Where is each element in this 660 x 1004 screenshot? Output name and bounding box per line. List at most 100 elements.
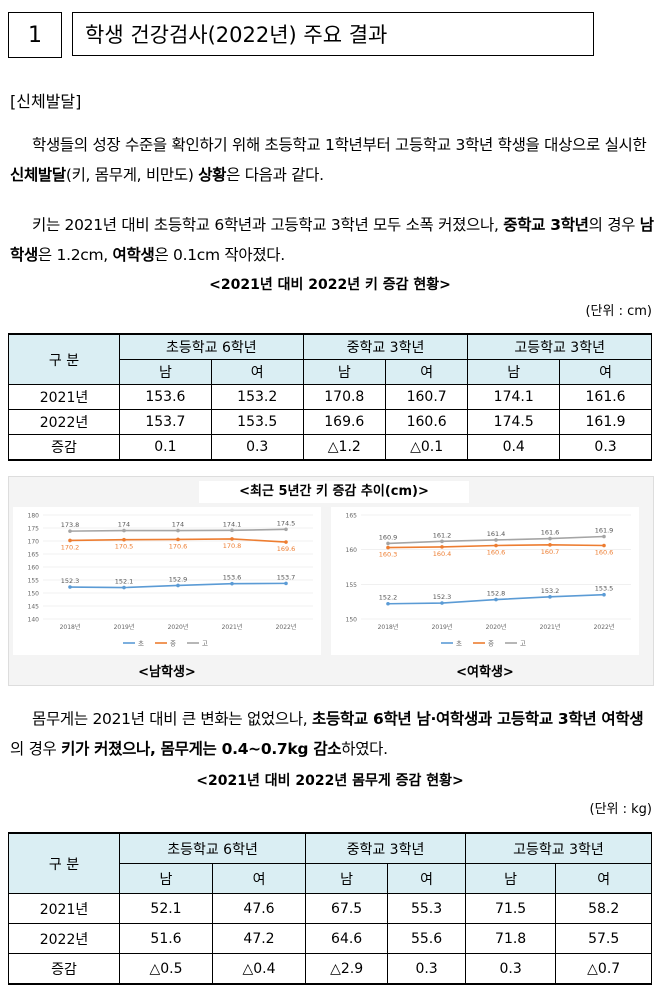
chart: 140 145 150 155 160 165 170 175 180 2018년 2019년 202…	[28, 513, 313, 648]
x-tick-label: 2022년	[276, 623, 297, 631]
paragraph: 키는 2021년 대비 초등학교 6학년과 고등학교 3학년 모두 소폭 커졌으…	[10, 210, 654, 270]
header-cell: 초등학교 6학년	[119, 333, 304, 360]
text-run: 은 1.2cm,	[37, 246, 113, 264]
figure-title: <최근 5년간 키 증감 추이(cm)>	[199, 481, 469, 503]
text-run: 남학생	[10, 216, 654, 264]
table-caption: <2021년 대비 2022년 키 증감 현황>	[209, 277, 451, 293]
header-cell: 여	[559, 359, 652, 385]
table-cell: 0.3	[210, 434, 304, 461]
legend-label: 초	[138, 640, 144, 648]
text-run: 중학교 3학년	[503, 216, 589, 234]
table-caption: <2021년 대비 2022년 몸무게 증감 현황>	[196, 773, 464, 789]
data-point	[386, 545, 390, 550]
table-cell: 67.5	[305, 893, 389, 924]
table-cell: 64.6	[305, 923, 389, 954]
data-label: 161.2	[433, 531, 452, 539]
table-cell: 153.2	[210, 384, 304, 410]
text-run: 학생들의 성장 수준을 확인하기 위해 초등학교 1학년부터 고등학교 3학년 …	[32, 136, 647, 154]
x-tick-label: 2020년	[486, 623, 507, 631]
data-label: 170.5	[115, 543, 134, 551]
table-cell: 2022년	[8, 923, 120, 954]
data-label: 160.9	[379, 533, 398, 541]
table-cell: △0.5	[119, 953, 213, 985]
table-cell: 71.8	[464, 923, 557, 954]
header-cell: 여	[555, 863, 652, 894]
data-point	[602, 543, 606, 548]
data-point	[602, 534, 606, 539]
header-cell: 남	[467, 359, 561, 385]
data-label: 160.6	[595, 549, 614, 557]
text-run: 하였다.	[341, 740, 388, 758]
table-row: 증감 △0.5 △0.4 △2.9 0.3 0.3 △0.7	[8, 953, 652, 985]
paragraph: 학생들의 성장 수준을 확인하기 위해 초등학교 1학년부터 고등학교 3학년 …	[10, 130, 654, 190]
data-label: 160.6	[487, 549, 506, 557]
data-point	[68, 538, 72, 543]
data-point	[548, 595, 552, 599]
header-title: 학생 건강검사(2022년) 주요 결과	[72, 12, 594, 56]
data-label: 152.8	[487, 590, 506, 598]
text-run: 상황	[198, 166, 227, 184]
text-run: (키, 몸무게, 비만도)	[65, 166, 199, 184]
data-label: 152.3	[433, 593, 452, 601]
data-point	[230, 537, 234, 541]
x-tick-label: 2019년	[114, 623, 135, 631]
data-point	[176, 537, 180, 542]
table-cell: 2021년	[8, 384, 120, 410]
y-tick-label: 140	[28, 617, 40, 624]
text-run: 키는 2021년 대비 초등학교 6학년과 고등학교 3학년 모두 소폭 커졌으…	[32, 216, 504, 234]
chart-caption: <여학생>	[456, 665, 514, 680]
header-row: 구 분 초등학교 6학년 중학교 3학년 고등학교 3학년	[8, 333, 652, 385]
data-point	[176, 528, 180, 533]
data-point	[230, 528, 234, 533]
table-cell: 51.6	[119, 923, 213, 954]
table-cell: △2.9	[305, 953, 389, 985]
data-label: 160.3	[379, 551, 398, 559]
data-label: 153.6	[223, 574, 242, 582]
data-label: 153.5	[595, 585, 614, 593]
table-cell: 161.6	[559, 384, 652, 410]
y-tick-label: 160	[28, 565, 40, 572]
header-cell: 남	[119, 359, 212, 385]
data-label: 161.4	[487, 530, 506, 538]
y-tick-label: 180	[28, 513, 40, 520]
data-label: 152.9	[169, 575, 188, 583]
header-cell: 중학교 3학년	[305, 832, 466, 864]
data-label: 160.7	[541, 548, 560, 556]
x-tick-label: 2018년	[60, 623, 81, 631]
text-run: 키가 커졌으나, 몸무게는 0.4~0.7kg 감소	[61, 740, 342, 758]
table-unit: (단위 : kg)	[589, 802, 653, 817]
table-row: 2022년 51.6 47.2 64.6 55.6 71.8 57.5	[8, 923, 652, 954]
data-point	[176, 583, 180, 588]
table-cell: 0.1	[119, 434, 212, 461]
legend-label: 초	[456, 640, 462, 648]
legend-label: 중	[170, 640, 176, 648]
data-point	[230, 581, 234, 586]
paragraph: 몸무게는 2021년 대비 큰 변화는 없었으나, 초등학교 6학년 남·여학생…	[10, 704, 654, 764]
header-cell: 남	[119, 863, 213, 894]
header-cell: 고등학교 3학년	[464, 832, 653, 864]
data-point	[122, 585, 126, 590]
header-cell: 중학교 3학년	[302, 333, 469, 360]
data-label: 174.5	[277, 519, 296, 527]
table-row: 2021년 153.6 153.2 170.8 160.7 174.1 161.6	[8, 384, 652, 410]
data-label: 170.2	[61, 543, 80, 551]
table-cell: 55.6	[387, 923, 466, 954]
table-cell: 71.5	[464, 893, 557, 924]
x-tick-label: 2018년	[378, 623, 399, 631]
y-tick-label: 155	[28, 578, 40, 585]
table-cell: 52.1	[119, 893, 213, 924]
data-label: 173.8	[61, 521, 80, 529]
y-tick-label: 150	[28, 591, 40, 598]
data-label: 161.9	[595, 526, 614, 534]
data-point	[548, 543, 552, 547]
x-tick-label: 2020년	[168, 623, 189, 631]
legend-label: 중	[488, 640, 494, 648]
data-point	[122, 537, 126, 542]
table-cell: 증감	[8, 953, 120, 985]
table-cell: 47.6	[211, 893, 307, 924]
y-tick-label: 155	[346, 582, 358, 589]
table-cell: 174.5	[467, 409, 561, 435]
table-cell: △0.7	[555, 953, 652, 985]
x-tick-label: 2021년	[540, 623, 561, 631]
table-cell: 증감	[8, 434, 120, 461]
